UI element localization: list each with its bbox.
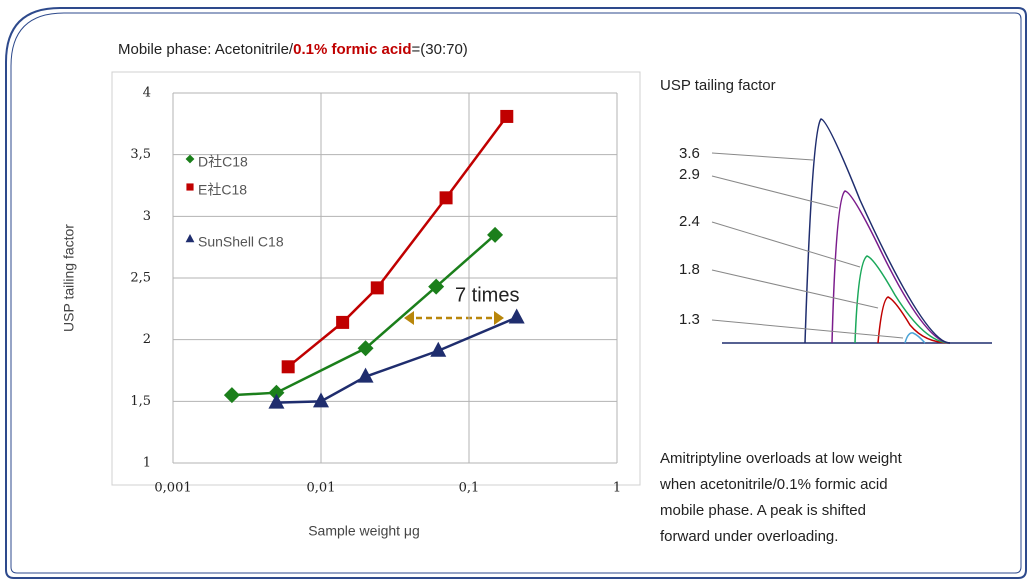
header-part: Mobile phase: Acetonitrile/ [118,41,294,58]
marker [508,308,525,324]
peaks [722,118,992,344]
y-axis-label: USP tailing factor [61,224,77,332]
marker [223,387,240,404]
peak [854,255,951,344]
legend-label: E社C18 [198,182,247,198]
marker [430,341,447,357]
peak-label: 2.4 [679,213,700,230]
arrow-heads [404,311,504,325]
diagram-title: USP tailing factor [660,77,776,94]
marker [313,392,329,408]
x-tick-label: 1 [613,481,621,496]
frame-outer [5,7,1027,579]
y-tick-label: 2,5 [130,271,151,286]
marker [370,281,384,295]
peak [877,296,951,344]
legend-marker [185,234,195,243]
x-tick-label: 0,1 [459,481,480,496]
marker [357,367,374,383]
peak-label: 1.8 [679,261,700,278]
y-tick-label: 1 [143,456,151,471]
y-tick-label: 1,5 [130,394,151,409]
legend-marker [185,154,195,164]
chart-header: Mobile phase: Acetonitrile/0.1% formic a… [118,41,468,58]
y-tick-label: 4 [143,86,151,101]
leaders [711,152,904,339]
y-tick-label: 3 [143,209,151,224]
marker [336,315,350,329]
annotation: 7 times [455,284,519,306]
marker [357,340,374,357]
y-tick-label: 3,5 [130,147,151,162]
marker [268,393,285,409]
caption-line: Amitriptyline overloads at low weight [660,450,903,467]
marker [487,226,504,243]
legend-marker [186,183,194,191]
x-axis-label: Sample weight μg [308,523,420,539]
chart-box [111,71,641,486]
header-part: =(30:70) [412,41,468,58]
marker [428,278,445,295]
header-highlight: 0.1% formic acid [293,41,411,58]
legend-label: SunShell C18 [198,234,284,250]
x-tick-label: 0,01 [307,481,336,496]
peak-label: 1.3 [679,311,700,328]
marker [500,109,514,123]
x-tick-label: 0,001 [154,481,191,496]
marker [439,191,453,205]
trend-line [276,316,518,404]
marker [281,360,295,374]
peak [804,118,951,344]
peak-label: 3.6 [679,145,700,162]
trend-line [231,233,496,397]
marker [268,384,285,401]
caption-line: when acetonitrile/0.1% formic acid [659,476,888,493]
caption-line: mobile phase. A peak is shifted [660,502,866,519]
peak [831,190,951,344]
caption-line: forward under overloading. [660,528,838,545]
peak [904,332,926,344]
frame-inner [10,12,1022,574]
y-tick-label: 2 [143,332,151,347]
peak-label: 2.9 [679,166,700,183]
legend-label: D社C18 [198,154,248,170]
